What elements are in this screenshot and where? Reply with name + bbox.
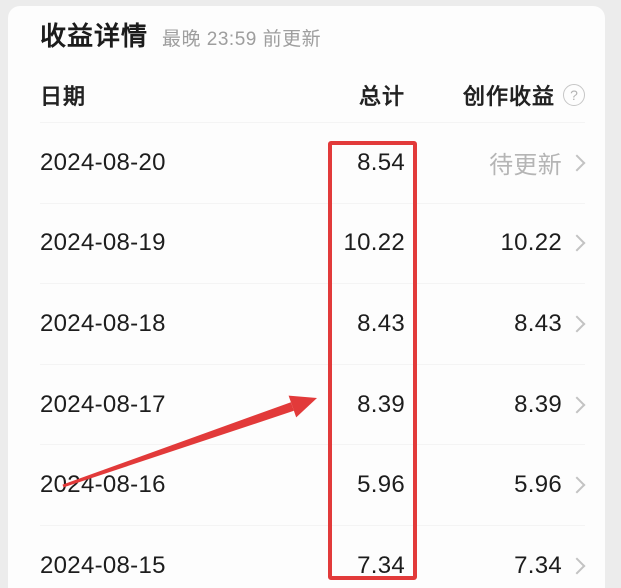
row-creation-value: 待更新 [489,152,562,180]
earnings-card: 收益详情 最晚 23:59 前更新 日期 总计 创作收益 ? 2024-08-2… [8,6,605,588]
row-date: 2024-08-18 [40,309,166,337]
chevron-right-icon [568,315,586,333]
chevron-right-icon [568,476,586,494]
row-total: 8.39 [357,390,405,418]
row-creation-value: 8.39 [514,390,562,418]
row-total: 5.96 [357,471,405,499]
table-row[interactable]: 2024-08-20 8.54 待更新 [40,122,586,203]
row-creation-earnings[interactable]: 待更新 [405,145,586,180]
column-header-creation: 创作收益 ? [405,79,585,111]
row-creation-value: 5.96 [514,471,562,499]
chevron-right-icon [568,396,586,414]
row-date: 2024-08-15 [40,551,166,579]
page-title: 收益详情 [40,21,149,51]
table-row[interactable]: 2024-08-17 8.39 8.39 [40,363,586,445]
row-date: 2024-08-19 [40,229,166,257]
column-header-date: 日期 [40,84,87,109]
row-creation-value: 10.22 [500,229,562,257]
chevron-right-icon [568,557,586,575]
row-creation-value: 8.43 [514,309,562,337]
chevron-right-icon [568,154,586,172]
row-date: 2024-08-20 [40,148,166,176]
row-creation-earnings[interactable]: 5.96 [405,471,586,499]
table-row[interactable]: 2024-08-18 8.43 8.43 [40,283,586,364]
row-creation-earnings[interactable]: 8.43 [405,309,586,338]
chevron-right-icon [568,234,586,252]
table-header-row: 日期 总计 创作收益 ? [40,68,585,122]
table-row[interactable]: 2024-08-19 10.22 10.22 [40,202,586,284]
table-row[interactable]: 2024-08-16 5.96 5.96 [40,444,586,525]
column-header-total: 总计 [358,84,405,109]
row-creation-value: 7.34 [514,551,562,579]
table-row[interactable]: 2024-08-15 7.34 7.34 [40,524,586,588]
header: 收益详情 最晚 23:59 前更新 [40,16,585,58]
help-question-icon[interactable]: ? [563,84,585,106]
row-creation-earnings[interactable]: 7.34 [405,551,586,580]
row-total: 8.54 [357,148,405,176]
row-total: 10.22 [343,229,405,257]
update-deadline-note: 最晚 23:59 前更新 [162,29,322,50]
row-date: 2024-08-16 [40,471,166,499]
earnings-table: 日期 总计 创作收益 ? 2024-08-20 8.54 待更新 2024-08… [40,68,586,588]
row-total: 7.34 [357,551,405,579]
row-date: 2024-08-17 [40,390,166,418]
row-creation-earnings[interactable]: 10.22 [405,229,586,257]
row-creation-earnings[interactable]: 8.39 [405,390,586,419]
row-total: 8.43 [357,309,405,337]
column-header-creation-label: 创作收益 [462,84,555,109]
